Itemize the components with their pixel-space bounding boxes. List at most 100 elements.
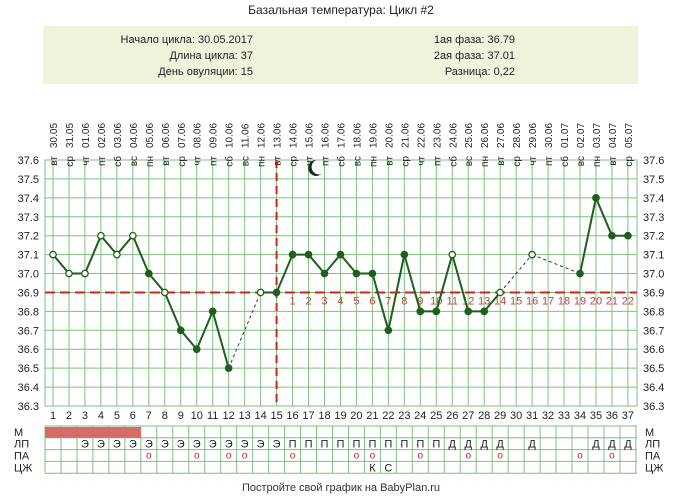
temp-line-segment — [211, 311, 230, 369]
day-number-label: 9 — [178, 410, 184, 422]
cycle-start-text: Начало цикла: 30.05.2017 — [120, 34, 253, 46]
temp-point — [432, 307, 441, 316]
date-label: 03.07 — [592, 123, 603, 148]
date-label: 26.06 — [480, 123, 491, 148]
day-number-label: 33 — [558, 410, 570, 422]
phase2-day-label: 1 — [289, 295, 295, 307]
date-label: 12.06 — [257, 123, 268, 148]
phase2-day-label: 21 — [606, 295, 618, 307]
table-cell-mark: П — [368, 439, 376, 451]
temp-point — [272, 288, 281, 297]
phase2-day-label: 11 — [447, 295, 458, 307]
temp-point — [480, 307, 489, 316]
table-cell-mark: о — [146, 451, 152, 462]
table-row-label-left: ЛП — [14, 439, 29, 451]
weekday-label: вт — [496, 156, 507, 166]
temp-line-segment — [435, 254, 454, 312]
date-label: 17.06 — [336, 123, 347, 148]
temp-point — [81, 269, 89, 278]
day-number-label: 35 — [590, 410, 602, 422]
table-row-label-right: ПА — [645, 451, 661, 463]
difference-text: Разница: 0,22 — [444, 66, 515, 78]
table-cell-mark: о — [609, 451, 615, 462]
day-number-label: 11 — [207, 410, 218, 422]
weekday-label: сб — [559, 156, 571, 167]
summary-panel: Начало цикла: 30.05.2017 Длина цикла: 37… — [43, 26, 638, 84]
day-number-label: 23 — [398, 410, 410, 422]
cycle-length-text: Длина цикла: 37 — [169, 50, 253, 62]
day-number-label: 8 — [162, 410, 168, 422]
menses-bar — [45, 427, 141, 438]
phase2-day-label: 13 — [478, 295, 490, 307]
date-label: 04.06 — [129, 123, 140, 148]
table-cell-mark: Э — [209, 439, 217, 451]
weekday-label: вт — [608, 156, 619, 166]
temp-point — [528, 250, 536, 259]
y-tick-label-right: 37.3 — [643, 212, 664, 224]
table-cell-mark: П — [337, 439, 345, 451]
date-label: 03.06 — [113, 123, 124, 148]
date-label: 01.06 — [81, 123, 92, 148]
weekday-label: ср — [65, 156, 76, 167]
y-tick-label-right: 36.5 — [643, 363, 664, 375]
temp-point — [304, 250, 313, 259]
date-label: 28.06 — [512, 123, 523, 148]
phase2-day-label: 17 — [542, 295, 554, 307]
y-tick-label-left: 36.6 — [18, 344, 39, 356]
temp-point — [192, 345, 201, 354]
temp-point — [320, 269, 329, 278]
phase2-day-label: 22 — [622, 295, 634, 307]
weekday-label: сб — [447, 156, 459, 167]
table-cell-mark: Д — [528, 439, 536, 451]
day-number-label: 32 — [542, 410, 554, 422]
temp-point — [97, 231, 105, 240]
weekday-label: вс — [576, 156, 587, 166]
table-cell-mark: Э — [113, 439, 121, 451]
table-cell-mark: Д — [592, 439, 600, 451]
footer-link[interactable]: Постройте свой график на BabyPlan.ru — [241, 482, 441, 494]
date-label: 29.06 — [528, 123, 539, 148]
weekday-label: чт — [416, 156, 427, 166]
table-cell-mark: Э — [273, 439, 281, 451]
y-tick-label-left: 37.6 — [18, 155, 39, 167]
date-label: 27.06 — [496, 123, 507, 148]
table-row-label-right: ЦЖ — [645, 462, 663, 474]
weekday-label: чт — [528, 156, 539, 166]
temp-dashed-segment — [499, 254, 533, 293]
table-cell-mark: П — [289, 439, 297, 451]
weekday-label: вт — [49, 156, 60, 166]
temp-point — [352, 269, 361, 278]
weekday-label: пт — [320, 156, 331, 166]
phase1-text: 1ая фаза: 36.79 — [433, 34, 515, 46]
y-tick-label-right: 36.3 — [643, 401, 664, 413]
phase2-day-label: 9 — [417, 295, 423, 307]
date-label: 25.06 — [464, 123, 475, 148]
weekday-label: пт — [432, 156, 443, 166]
day-number-label: 36 — [606, 410, 618, 422]
table-cell-mark: о — [418, 451, 424, 462]
day-number-label: 20 — [350, 410, 362, 422]
day-number-label: 22 — [382, 410, 394, 422]
temp-point — [592, 193, 600, 202]
day-number-label: 26 — [446, 410, 458, 422]
weekday-label: сб — [335, 156, 347, 167]
temp-dashed-segment — [228, 292, 262, 369]
temp-point — [496, 288, 505, 297]
weekday-label: вс — [241, 156, 252, 166]
temp-point — [256, 288, 265, 297]
date-label: 18.06 — [352, 123, 363, 148]
temp-line-segment — [483, 291, 501, 313]
day-number-label: 19 — [334, 410, 346, 422]
weekday-label: пн — [592, 156, 603, 167]
temp-point — [288, 250, 297, 259]
y-tick-label-left: 37.5 — [18, 174, 39, 186]
weekday-label: вт — [384, 156, 395, 166]
date-label: 01.07 — [560, 123, 571, 148]
y-tick-label-right: 36.6 — [643, 344, 664, 356]
y-tick-label-left: 36.9 — [18, 287, 39, 299]
temp-line-segment — [451, 254, 470, 312]
day-number-label: 29 — [494, 410, 506, 422]
table-cell-mark: Э — [161, 439, 169, 451]
date-label: 24.06 — [448, 123, 459, 148]
temp-line-segment — [403, 254, 422, 312]
